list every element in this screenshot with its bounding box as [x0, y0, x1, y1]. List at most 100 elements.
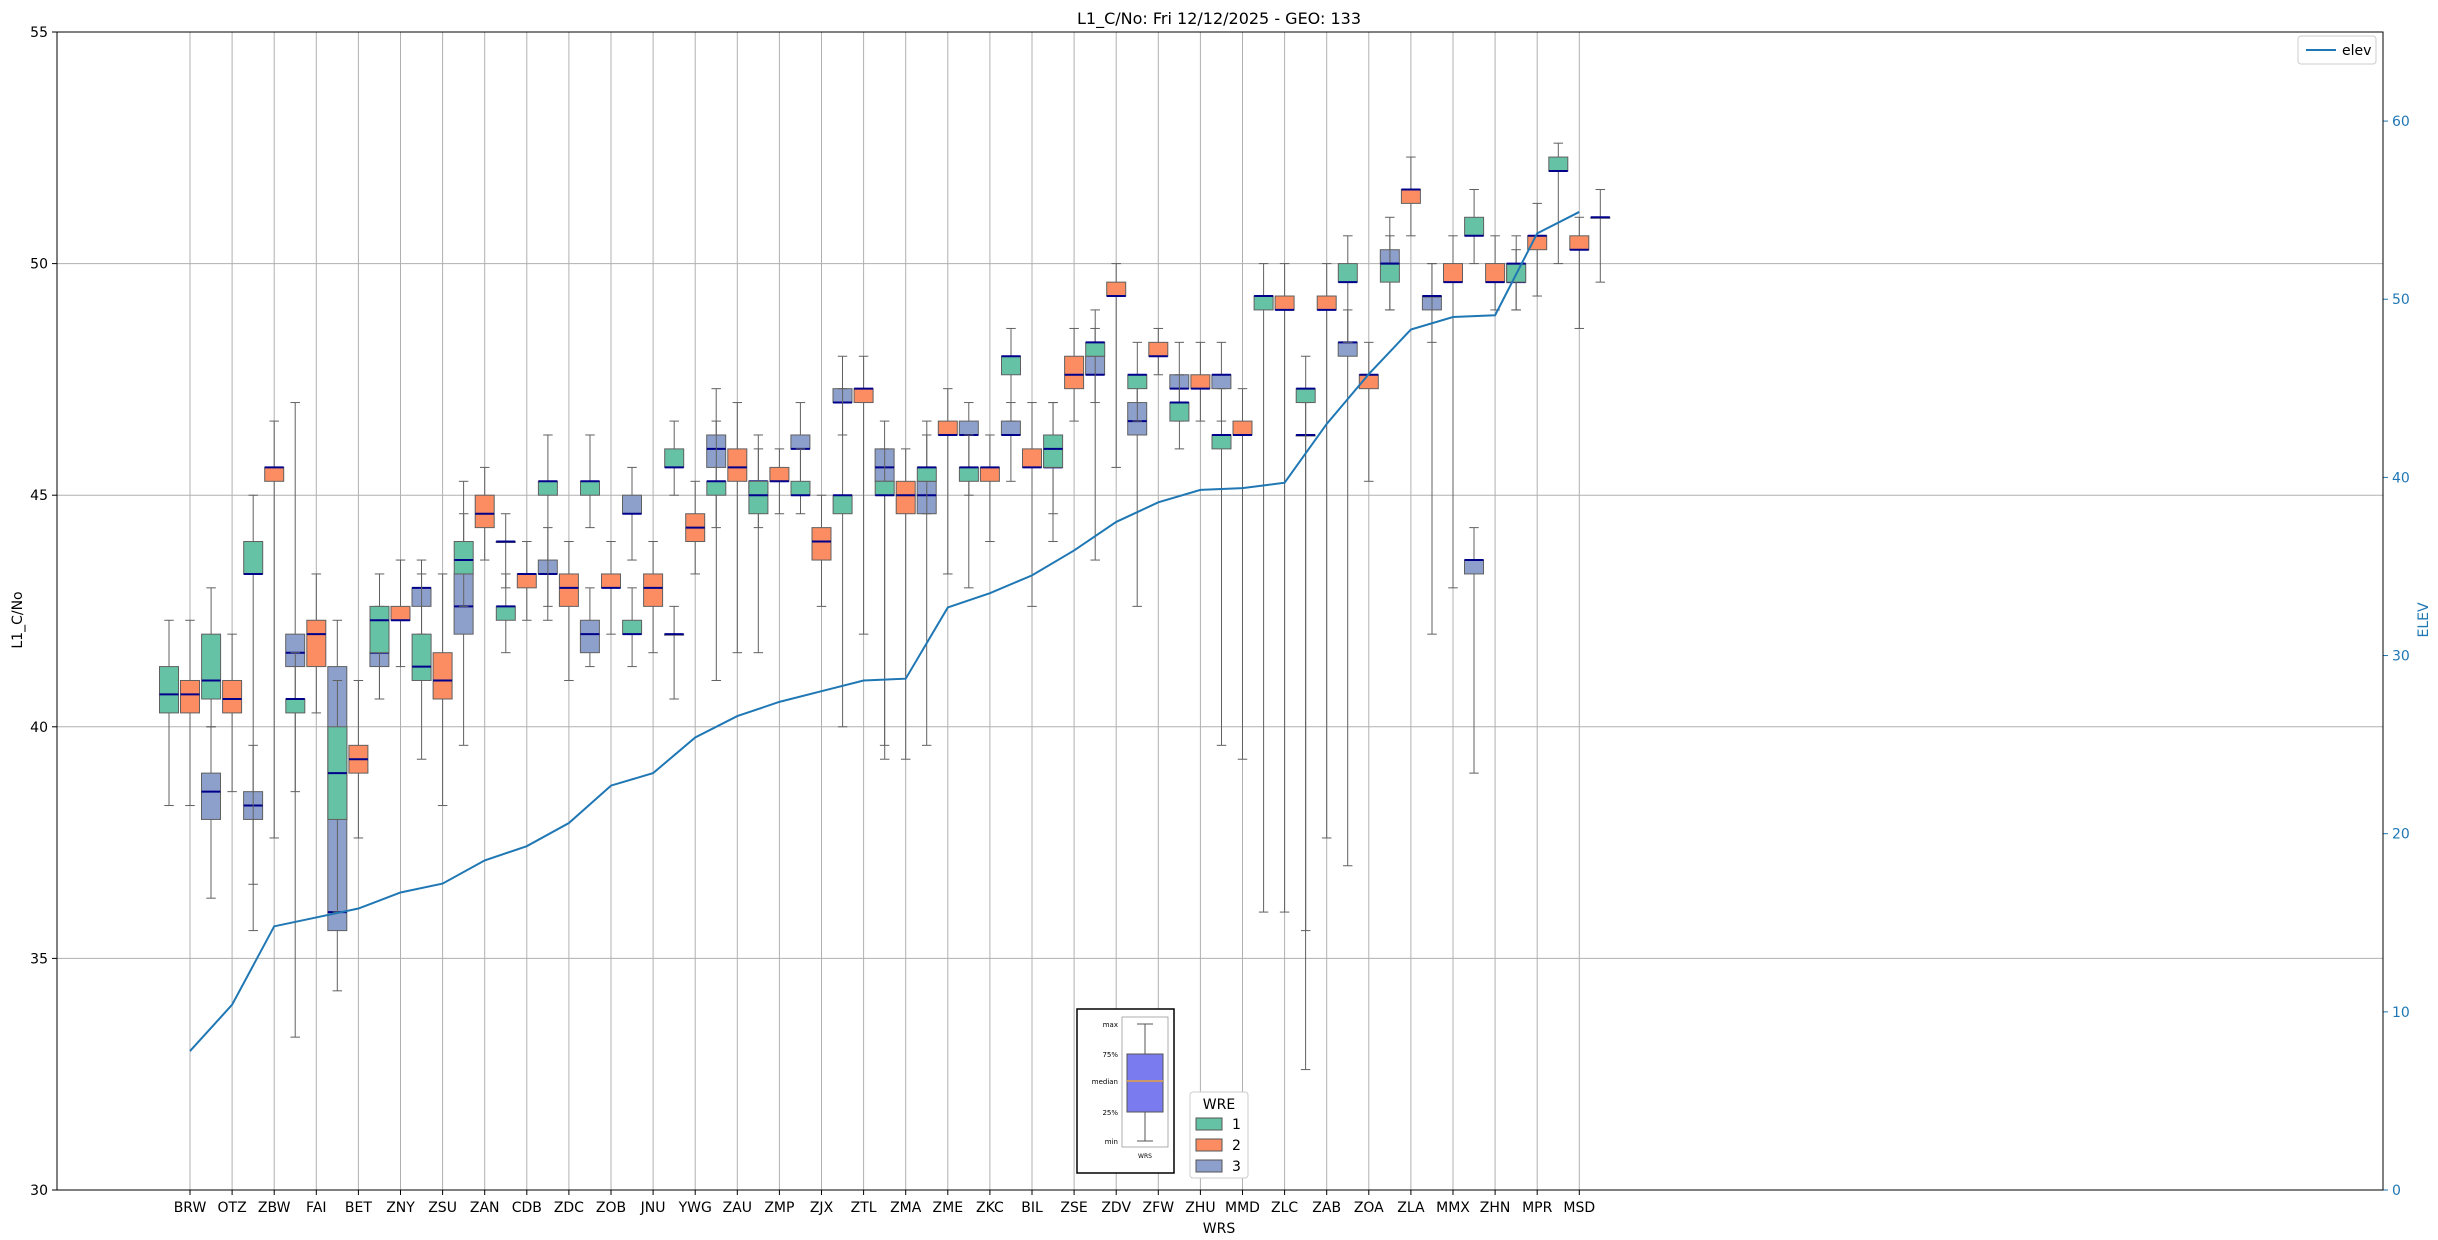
box-ZDC-wre1 [537, 434, 558, 607]
box-iqr [1569, 235, 1590, 251]
wre-legend-label-3: 3 [1232, 1159, 1241, 1175]
elev-legend-frame [2297, 35, 2377, 65]
x-tick-label: ZSU [428, 1200, 457, 1216]
box-iqr [369, 605, 390, 654]
box-iqr [1169, 402, 1190, 422]
x-tick-label: ZLC [1271, 1200, 1298, 1216]
box-iqr [1316, 295, 1337, 311]
box-iqr [727, 448, 748, 482]
box-ZME-wre2 [937, 388, 958, 575]
box-ZDV-wre1 [1085, 309, 1106, 561]
box-ZOB-wre1 [580, 434, 600, 529]
box-iqr [1211, 374, 1232, 390]
box-iqr [474, 494, 495, 529]
box-ZJX-wre2 [811, 494, 832, 607]
wre-legend-swatch-1 [1195, 1117, 1223, 1131]
box-ZAN-wre1 [453, 513, 474, 607]
x-tick-label: ZLA [1397, 1200, 1425, 1216]
x-tick-label: ZKC [976, 1200, 1004, 1216]
box-iqr [1232, 420, 1253, 436]
x-tick-label: OTZ [218, 1200, 247, 1216]
box-BIL-wre1 [1001, 327, 1021, 422]
box-iqr [1106, 281, 1127, 297]
y-right-tick-label: 0 [2392, 1183, 2401, 1199]
box-iqr [285, 698, 306, 714]
box-ZMA-wre1 [874, 448, 895, 760]
box-iqr [748, 480, 769, 515]
x-tick-label: ZOA [1354, 1200, 1384, 1216]
x-tick-label: ZDV [1101, 1200, 1131, 1216]
chart-title: L1_C/No: Fri 12/12/2025 - GEO: 133 [1077, 9, 1361, 29]
box-BET-wre2 [348, 679, 369, 839]
wre-legend: WRE 1 2 3 [1189, 1091, 1249, 1179]
x-tick-label: ZFW [1143, 1200, 1175, 1216]
box-iqr [643, 573, 664, 607]
box-iqr [622, 494, 642, 515]
x-tick-label: ZTL [851, 1200, 877, 1216]
box-ZLA-wre2 [1400, 156, 1421, 237]
box-iqr [243, 541, 264, 575]
box-ZBW-wre3 [285, 402, 306, 1038]
box-iqr [790, 480, 811, 496]
box-key-inset: max 75% median 25% min WRS [1076, 1008, 1175, 1174]
x-tick-label: ZME [933, 1200, 964, 1216]
box-iqr [601, 573, 621, 589]
box-BRW-wre3 [201, 726, 221, 899]
x-tick-label: MPR [1522, 1200, 1553, 1216]
box-iqr [516, 573, 537, 589]
box-iqr [853, 388, 874, 404]
box-iqr [1464, 559, 1484, 575]
box-iqr [495, 605, 516, 621]
x-tick-label: MMX [1436, 1200, 1470, 1216]
x-tick-label: ZHU [1185, 1200, 1215, 1216]
x-tick-label: MSD [1563, 1200, 1595, 1216]
box-iqr [832, 494, 853, 515]
box-ZSE-wre1 [1043, 402, 1064, 515]
y-right-tick-label: 50 [2392, 292, 2410, 308]
box-iqr [1000, 420, 1021, 436]
box-JNU-wre3 [664, 605, 685, 700]
box-ZAB-wre1 [1295, 355, 1316, 932]
box-iqr [1253, 295, 1274, 311]
box-YWG-wre1 [664, 420, 685, 496]
box-iqr [1295, 388, 1316, 404]
box-ZME-wre1 [916, 420, 937, 515]
box-ZMP-wre1 [748, 448, 769, 529]
elev-line [189, 211, 1580, 1052]
box-iqr [622, 619, 643, 635]
box-MMX-wre3 [1464, 527, 1484, 774]
box-BIL-wre2 [1022, 402, 1042, 607]
elev-legend-label: elev [2342, 43, 2371, 59]
box-CDB-wre2 [516, 541, 537, 621]
box-iqr [432, 652, 453, 700]
box-JNU-wre2 [643, 541, 664, 654]
box-ZAU-wre1 [706, 420, 727, 681]
box-key-median-label: median [1092, 1078, 1118, 1086]
box-iqr [1379, 263, 1400, 283]
x-tick-label: ZNY [386, 1200, 415, 1216]
box-ZNY-wre1 [369, 573, 390, 700]
box-ZNY-wre2 [390, 559, 411, 668]
box-ZHN-wre2 [1485, 235, 1506, 311]
wre-legend-frame [1189, 1091, 1249, 1179]
box-MMD-wre1 [1211, 388, 1232, 746]
box-iqr [1190, 374, 1211, 390]
x-tick-label: ZDC [554, 1200, 584, 1216]
box-ZDC-wre2 [558, 541, 579, 681]
box-OTZ-wre1 [201, 587, 222, 728]
box-iqr [706, 480, 727, 496]
box-BRW-wre1 [159, 619, 179, 807]
wre-legend-label-1: 1 [1232, 1117, 1241, 1133]
box-ZAB-wre2 [1316, 263, 1337, 839]
box-iqr [790, 434, 811, 450]
box-ZJX-wre1 [790, 448, 811, 515]
y-right-tick-label: 40 [2392, 470, 2410, 486]
box-MPR-wre2 [1527, 202, 1548, 297]
x-tick-label: BRW [174, 1200, 207, 1216]
x-tick-label: ZMP [764, 1200, 794, 1216]
box-ZOB-wre3 [622, 466, 642, 561]
plot-frame [56, 31, 2384, 1191]
box-ZOA-wre1 [1337, 235, 1358, 343]
